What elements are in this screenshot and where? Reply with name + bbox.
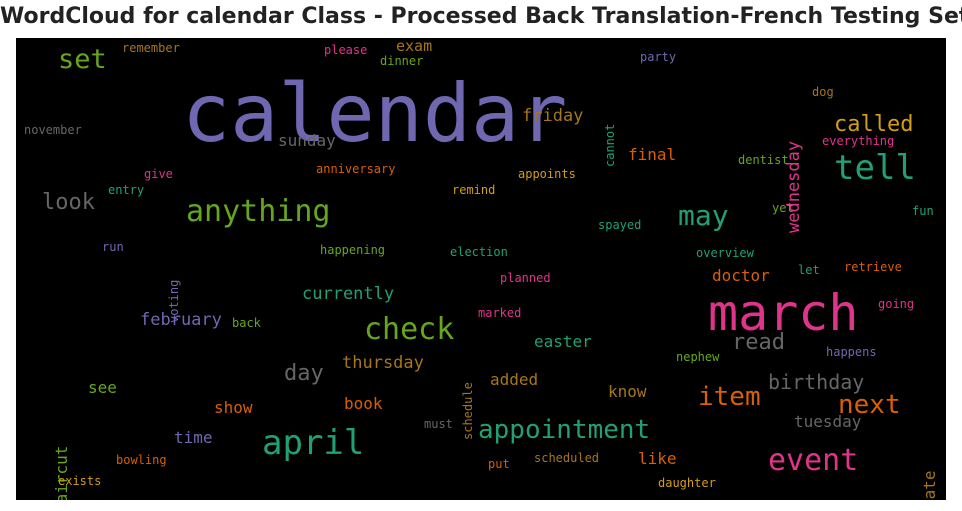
- word-cloud: calendar march tell april anything check event…: [16, 38, 946, 500]
- word-party: party: [640, 50, 677, 64]
- word-exam: exam: [396, 38, 433, 55]
- word-happens: happens: [826, 345, 877, 359]
- word-read: read: [732, 330, 785, 355]
- word-event: event: [768, 443, 859, 478]
- word-nephew: nephew: [676, 350, 720, 364]
- word-birthday: birthday: [768, 370, 865, 394]
- word-happening: happening: [320, 243, 386, 257]
- word-item: item: [698, 382, 761, 412]
- word-added: added: [490, 370, 539, 389]
- word-like: like: [638, 449, 677, 468]
- word-book: book: [344, 394, 383, 413]
- word-march: march: [708, 284, 859, 342]
- word-appoints: appoints: [518, 167, 576, 181]
- word-november: november: [24, 123, 82, 137]
- word-overview: overview: [696, 246, 754, 260]
- word-next: next: [838, 390, 901, 420]
- word-yet: yet: [772, 201, 794, 215]
- word-back: back: [232, 316, 261, 330]
- word-daughter: daughter: [658, 476, 716, 490]
- word-calendar: calendar: [182, 67, 568, 160]
- word-tuesday: tuesday: [794, 412, 862, 431]
- word-day: day: [284, 361, 324, 386]
- word-haircut: haircut: [52, 446, 71, 500]
- word-cannot: cannot: [603, 123, 617, 167]
- word-please: please: [324, 43, 368, 57]
- word-called: called: [834, 112, 914, 137]
- word-february: february: [140, 310, 222, 330]
- word-dentist: dentist: [738, 153, 789, 167]
- word-appointment: appointment: [478, 415, 651, 445]
- word-planned: planned: [500, 271, 551, 285]
- word-april: april: [262, 423, 365, 463]
- word-run: run: [102, 240, 124, 254]
- word-remind: remind: [452, 183, 496, 197]
- word-dinner: dinner: [380, 54, 424, 68]
- word-friday: friday: [522, 106, 584, 126]
- word-retrieve: retrieve: [844, 260, 902, 274]
- word-must: must: [424, 417, 453, 431]
- word-know: know: [608, 382, 647, 401]
- word-everything: everything: [822, 134, 895, 148]
- word-final: final: [628, 145, 677, 164]
- word-exists: exists: [58, 474, 102, 488]
- word-let: let: [798, 263, 820, 277]
- word-going: going: [878, 297, 915, 311]
- word-voting: voting: [167, 279, 181, 323]
- word-may: may: [678, 199, 729, 232]
- word-put: put: [488, 457, 510, 471]
- word-currently: currently: [302, 284, 395, 304]
- word-anything: anything: [186, 194, 331, 229]
- word-easter: easter: [534, 332, 592, 351]
- word-date: date: [920, 470, 939, 500]
- word-thursday: thursday: [342, 353, 424, 373]
- chart-title: WordCloud for calendar Class - Processed…: [0, 4, 962, 29]
- word-marked: marked: [478, 306, 522, 320]
- word-schedule: schedule: [461, 381, 475, 440]
- word-bowling: bowling: [116, 453, 167, 467]
- word-dog: dog: [812, 85, 834, 99]
- word-sunday: sunday: [278, 131, 336, 150]
- word-check: check: [364, 312, 455, 347]
- word-give: give: [144, 167, 173, 181]
- word-anniversary: anniversary: [316, 162, 396, 176]
- word-scheduled: scheduled: [534, 451, 600, 465]
- word-show: show: [214, 398, 253, 417]
- word-spayed: spayed: [598, 218, 642, 232]
- word-tell: tell: [834, 148, 916, 188]
- word-election: election: [450, 245, 508, 259]
- word-time: time: [174, 428, 213, 447]
- word-see: see: [88, 378, 117, 397]
- word-look: look: [42, 190, 95, 215]
- word-entry: entry: [108, 183, 145, 197]
- word-set: set: [58, 44, 107, 75]
- word-remember: remember: [122, 41, 180, 55]
- word-doctor: doctor: [712, 266, 770, 285]
- word-fun: fun: [912, 204, 934, 218]
